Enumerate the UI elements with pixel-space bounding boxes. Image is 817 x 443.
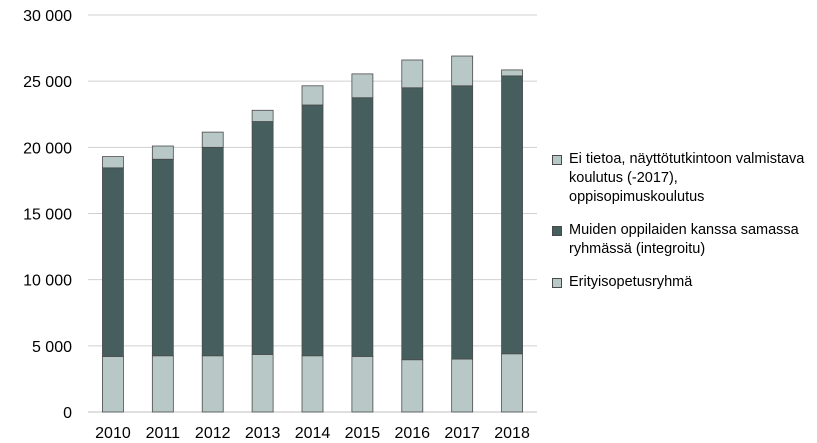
x-tick-label: 2010 bbox=[95, 425, 131, 442]
bar-segment-2011-s2 bbox=[151, 145, 174, 160]
y-tick-label: 5 000 bbox=[32, 339, 72, 356]
y-tick-label: 30 000 bbox=[23, 8, 72, 25]
bar-segment-2011-s0 bbox=[151, 355, 174, 413]
y-tick-label: 0 bbox=[63, 405, 72, 422]
bar-segment-2010-s0 bbox=[102, 356, 124, 413]
legend-item: Ei tietoa, näyttötutkintoon valmistava k… bbox=[552, 150, 814, 207]
bar-segment-2014-s0 bbox=[301, 355, 324, 413]
bar-segment-2016-s2 bbox=[401, 59, 424, 89]
bar-segment-2017-s0 bbox=[451, 358, 474, 413]
y-tick-label: 25 000 bbox=[23, 74, 72, 91]
bar-segment-2012-s1 bbox=[201, 146, 224, 357]
bar-segment-2015-s2 bbox=[351, 73, 374, 99]
bar-segment-2017-s1 bbox=[451, 85, 474, 360]
legend-swatch bbox=[552, 155, 562, 165]
bar-segment-2016-s0 bbox=[401, 359, 424, 413]
y-tick-label: 20 000 bbox=[23, 140, 72, 157]
legend-label: Ei tietoa, näyttötutkintoon valmistava k… bbox=[569, 151, 805, 205]
bar-segment-2012-s2 bbox=[201, 131, 224, 148]
legend-item: Muiden oppilaiden kanssa samassa ryhmäss… bbox=[552, 221, 814, 259]
bar-segment-2014-s2 bbox=[301, 85, 324, 106]
x-tick-label: 2013 bbox=[245, 425, 281, 442]
bar-segment-2015-s0 bbox=[351, 356, 374, 413]
bar-segment-2016-s1 bbox=[401, 87, 424, 361]
bar-segment-2013-s2 bbox=[251, 109, 274, 122]
bars bbox=[102, 55, 523, 413]
bar-segment-2014-s1 bbox=[301, 104, 324, 357]
bar-segment-2018-s1 bbox=[501, 75, 523, 355]
bar-segment-2010-s2 bbox=[102, 156, 124, 169]
x-tick-label: 2017 bbox=[444, 425, 480, 442]
y-tick-label: 10 000 bbox=[23, 273, 72, 290]
legend: Ei tietoa, näyttötutkintoon valmistava k… bbox=[552, 150, 814, 306]
x-axis-ticks: 2010 2011 2012 2013 2014 2015 2016 2017 2018 bbox=[95, 425, 530, 442]
bar-segment-2018-s0 bbox=[501, 353, 523, 413]
x-tick-label: 2018 bbox=[494, 425, 530, 442]
bar-segment-2018-s2 bbox=[501, 69, 523, 77]
legend-swatch bbox=[552, 226, 562, 236]
x-tick-label: 2015 bbox=[345, 425, 381, 442]
bar-segment-2017-s2 bbox=[451, 55, 474, 87]
x-tick-label: 2011 bbox=[146, 425, 181, 442]
y-axis-ticks: 0 5 000 10 000 15 000 20 000 25 000 30 000 bbox=[23, 8, 72, 422]
legend-label: Erityisopetusryhmä bbox=[569, 274, 693, 290]
bar-segment-2015-s1 bbox=[351, 97, 374, 357]
legend-label: Muiden oppilaiden kanssa samassa ryhmäss… bbox=[569, 222, 799, 257]
bar-segment-2010-s1 bbox=[102, 167, 124, 357]
bar-segment-2013-s1 bbox=[251, 121, 274, 355]
legend-item: Erityisopetusryhmä bbox=[552, 273, 814, 292]
x-tick-label: 2014 bbox=[295, 425, 331, 442]
bar-segment-2012-s0 bbox=[201, 355, 224, 413]
x-tick-label: 2012 bbox=[195, 425, 231, 442]
x-tick-label: 2016 bbox=[394, 425, 430, 442]
legend-swatch bbox=[552, 278, 562, 288]
bar-segment-2013-s0 bbox=[251, 354, 274, 413]
y-tick-label: 15 000 bbox=[23, 207, 72, 224]
bar-segment-2011-s1 bbox=[151, 158, 174, 357]
